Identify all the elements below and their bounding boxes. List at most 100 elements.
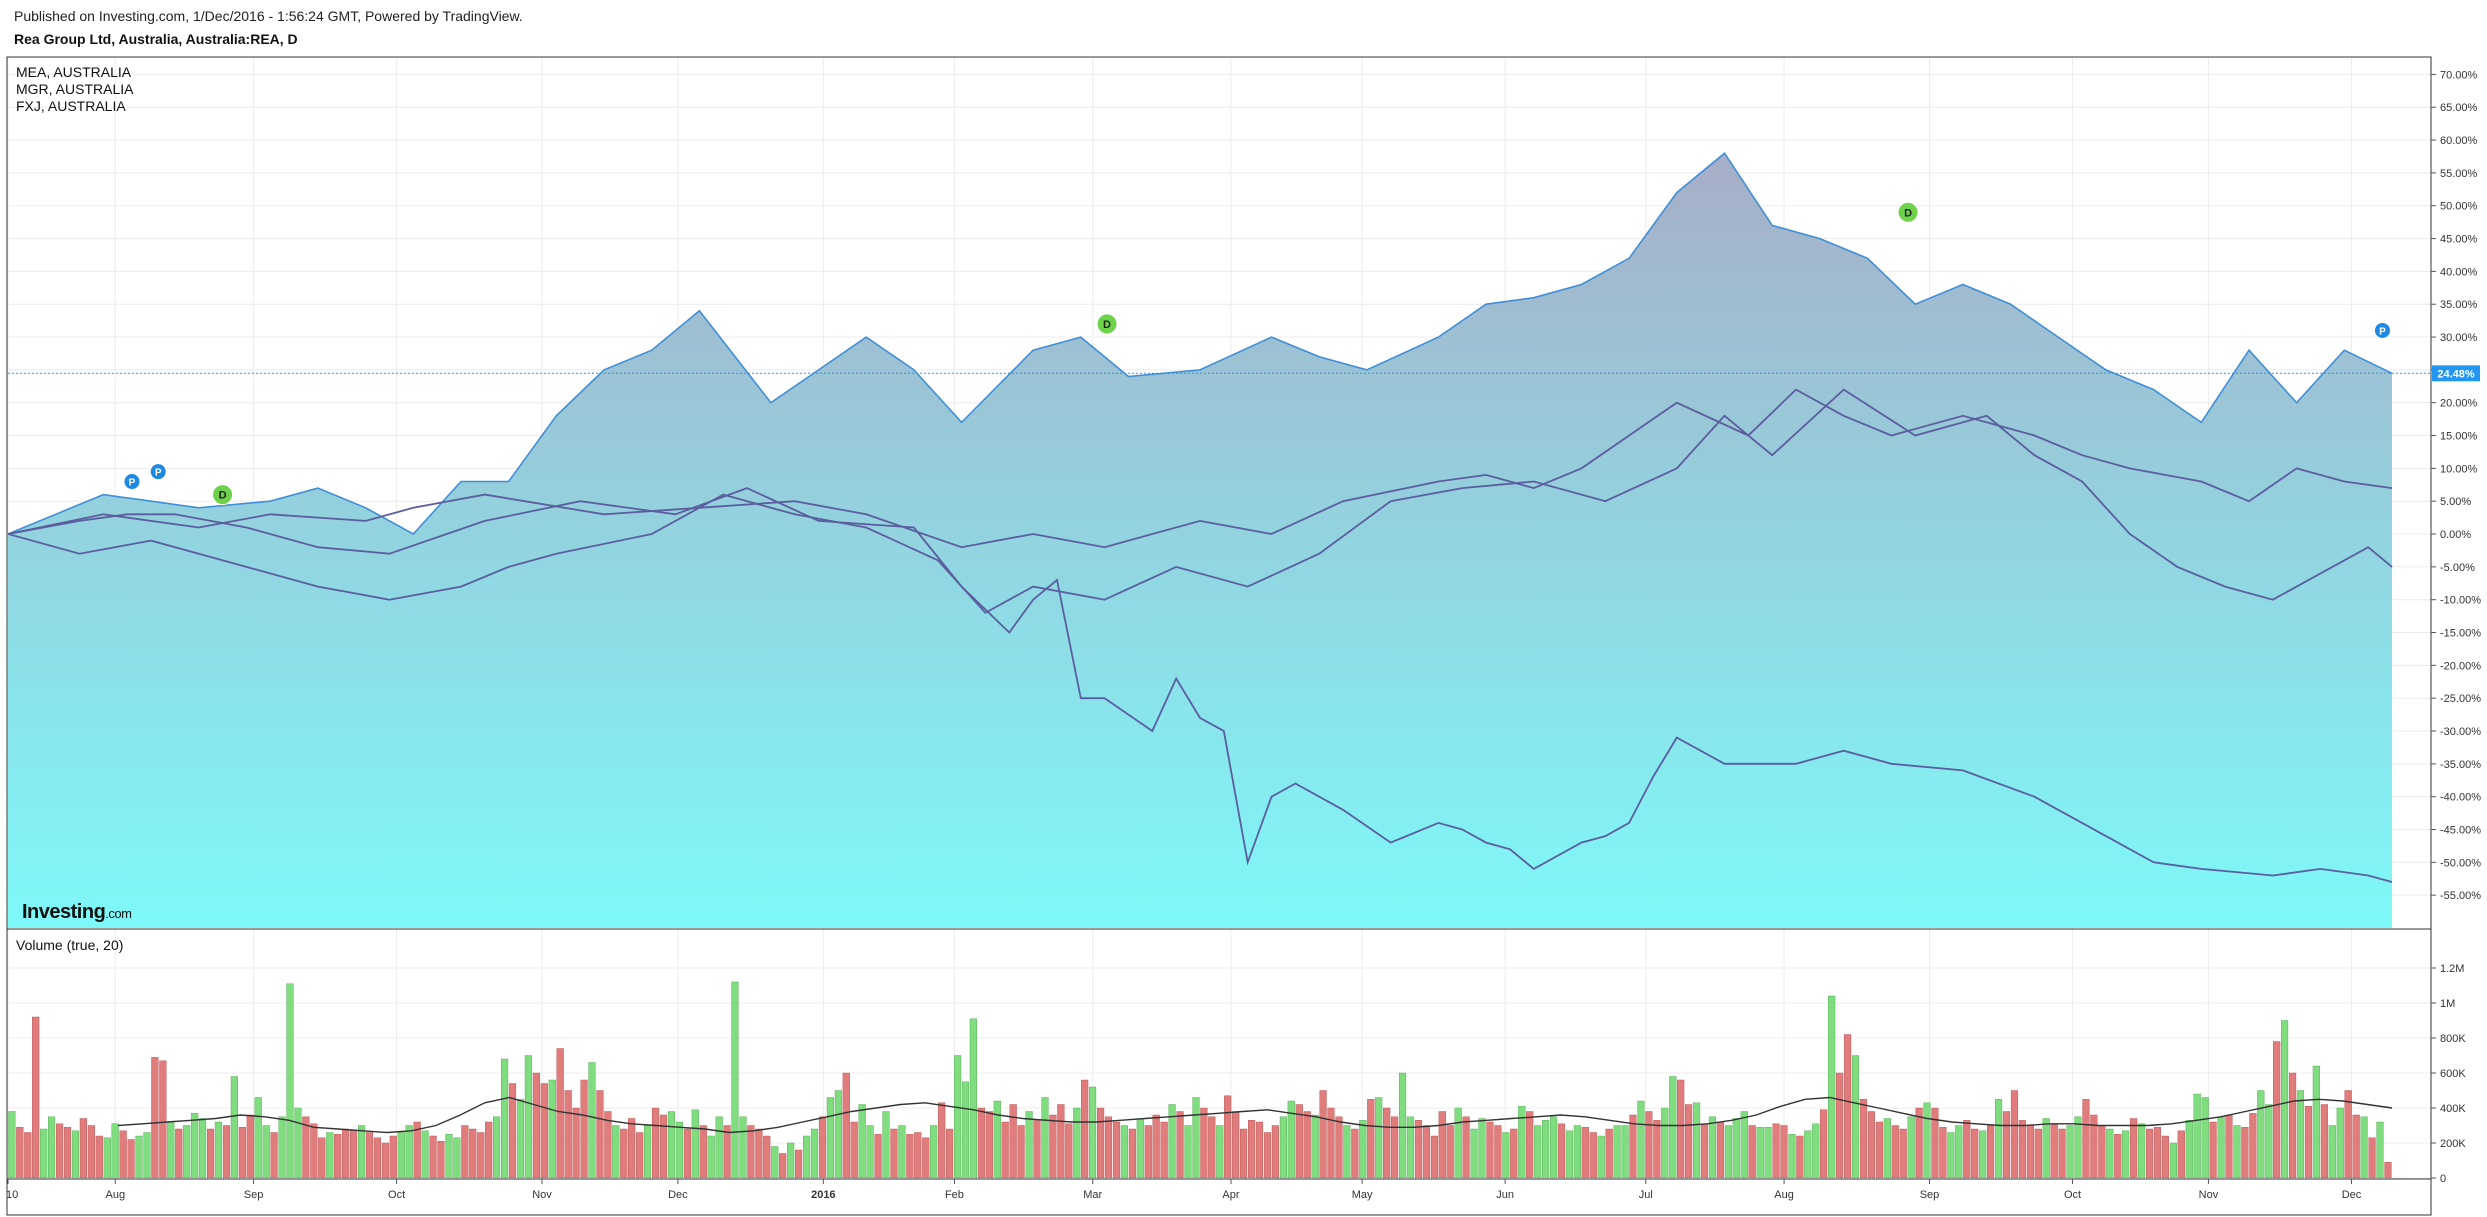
volume-bar — [612, 1125, 620, 1178]
panel-frames — [6, 56, 2432, 1216]
volume-bar — [2130, 1118, 2138, 1178]
volume-bar — [127, 1139, 135, 1178]
volume-bar — [556, 1048, 564, 1178]
y-tick-label: 10.00% — [2440, 463, 2478, 475]
x-tick-label: Nov — [2199, 1189, 2219, 1201]
volume-bar — [1708, 1116, 1717, 1178]
volume-bar — [667, 1111, 676, 1178]
volume-bar — [2352, 1114, 2360, 1178]
volume-bar — [1716, 1121, 1724, 1178]
volume-bar — [1462, 1116, 1470, 1178]
volume-bar — [2217, 1116, 2225, 1178]
volume-bar — [1438, 1111, 1446, 1178]
y-axis[interactable]: 70.00% 65.00% 60.00% 55.00% 50.00% 45.00% 40.0… — [2431, 69, 2481, 1185]
event-marker-p: P — [149, 463, 167, 481]
volume-bar — [1136, 1118, 1144, 1178]
volume-bar — [2225, 1114, 2233, 1178]
volume-bar — [87, 1125, 95, 1178]
volume-bar — [524, 1055, 532, 1178]
series-line-3 — [8, 487, 2393, 883]
x-tick-label: Mar — [1083, 1189, 1102, 1201]
volume-bar — [993, 1100, 1001, 1178]
volume-bar — [175, 1128, 183, 1178]
marker-label: P — [155, 468, 162, 479]
volume-bar — [1057, 1104, 1065, 1178]
volume-moving-average — [117, 1096, 2393, 1134]
volume-bar — [715, 1116, 723, 1178]
volume-bar — [1208, 1116, 1216, 1178]
series-line-2 — [8, 388, 2393, 614]
x-tick-label: Oct — [388, 1189, 405, 1201]
investing-logo: Investing.com — [22, 901, 132, 923]
volume-bar — [2257, 1090, 2265, 1178]
volume-bar — [103, 1137, 111, 1178]
volume-bar — [596, 1090, 604, 1178]
volume-bar — [1184, 1125, 1192, 1178]
volume-bar — [731, 981, 739, 1178]
rea-area-fill — [8, 153, 2392, 928]
volume-bar — [1621, 1125, 1629, 1178]
x-tick-label: Dec — [2342, 1189, 2362, 1201]
marker-label: D — [1904, 207, 1912, 219]
volume-bar — [2249, 1113, 2257, 1178]
x-tick-label: Feb — [945, 1189, 964, 1201]
volume-bar — [2082, 1099, 2090, 1178]
volume-bar — [270, 1132, 278, 1178]
x-tick-label: Jul — [1639, 1189, 1653, 1201]
volume-bar — [1168, 1104, 1176, 1178]
volume-bar — [810, 1128, 819, 1178]
volume-bar — [2312, 1065, 2320, 1178]
y-tick-label: 20.00% — [2440, 398, 2478, 410]
legend-entry: MEA, AUSTRALIA — [16, 64, 132, 80]
volume-bar — [1176, 1111, 1184, 1178]
volume-bar — [286, 983, 294, 1178]
volume-bar — [2296, 1090, 2305, 1178]
volume-bar — [1216, 1125, 1224, 1178]
volume-bar — [1677, 1079, 1685, 1178]
volume-bar — [111, 1123, 119, 1178]
volume-bar — [1963, 1120, 1971, 1178]
volume-bar — [564, 1090, 572, 1178]
x-axis[interactable]: 10 Aug Sep Oct Nov Dec 2016 Feb Mar Apr May Jun Jul A… — [6, 1179, 2362, 1201]
volume-bar — [1899, 1128, 1907, 1178]
volume-bar — [1494, 1125, 1502, 1178]
y-tick-label: -45.00% — [2440, 825, 2481, 837]
volume-bar — [930, 1125, 938, 1178]
y-tick-label: 55.00% — [2440, 168, 2478, 180]
volume-bar — [1772, 1123, 1780, 1178]
volume-bar — [262, 1125, 270, 1178]
volume-bar — [222, 1125, 231, 1178]
volume-bar — [2010, 1090, 2019, 1178]
volume-bar — [858, 1104, 866, 1178]
volume-bar — [620, 1128, 628, 1178]
volume-bar — [1883, 1118, 1891, 1178]
volume-bar — [1804, 1130, 1812, 1178]
marker-label: D — [219, 490, 227, 502]
dividend-marker: D — [1897, 201, 1919, 223]
volume-bar — [508, 1083, 517, 1178]
volume-bar — [381, 1142, 389, 1178]
volume-bar — [906, 1134, 914, 1178]
volume-bar — [421, 1130, 429, 1178]
volume-bar — [2344, 1090, 2352, 1178]
volume-bar — [691, 1109, 699, 1178]
volume-bar — [1383, 1107, 1391, 1178]
volume-bar — [1144, 1125, 1152, 1178]
volume-bar — [1780, 1125, 1788, 1178]
volume-tick-label: 800K — [2440, 1033, 2466, 1045]
volume-bar — [2368, 1137, 2376, 1178]
volume-bar — [659, 1114, 668, 1178]
instrument-title: Rea Group Ltd, Australia, Australia:REA,… — [14, 31, 298, 47]
volume-bar — [1279, 1116, 1287, 1178]
volume-bar — [8, 1111, 16, 1178]
price-area — [8, 152, 2393, 928]
volume-bar — [1573, 1125, 1581, 1178]
volume-bar — [1565, 1130, 1573, 1178]
volume-bar — [1287, 1100, 1295, 1178]
volume-bar — [938, 1102, 946, 1178]
volume-bar — [1263, 1132, 1272, 1178]
volume-bar — [334, 1134, 342, 1178]
volume-bar — [24, 1132, 32, 1178]
volume-bar — [230, 1076, 238, 1178]
